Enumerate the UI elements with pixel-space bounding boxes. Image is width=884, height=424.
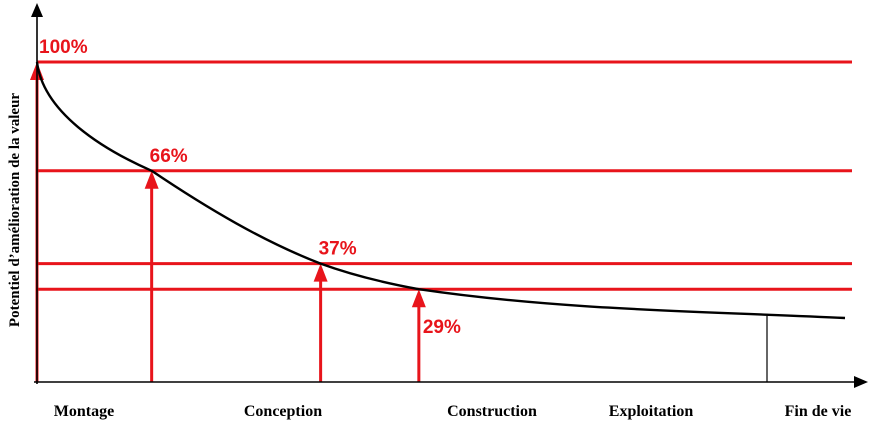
reference-arrow-head	[411, 289, 426, 308]
reference-lines	[37, 60, 852, 291]
phase-label: Construction	[447, 403, 537, 420]
phase-label: Montage	[54, 403, 114, 420]
x-axis-arrow	[854, 376, 868, 388]
phase-label: Exploitation	[609, 403, 694, 420]
reference-arrow-head	[313, 263, 328, 282]
percentage-label: 29%	[423, 317, 461, 338]
y-axis-arrow	[31, 3, 43, 17]
phase-labels: Montage Conception Construction Exploitatio…	[54, 403, 852, 420]
percentage-label: 37%	[319, 239, 357, 260]
percentage-label: 100%	[39, 37, 88, 58]
percentage-label: 66%	[150, 146, 188, 167]
reference-arrows	[30, 62, 426, 382]
reference-arrow-head	[144, 170, 159, 189]
value-curve	[35, 61, 846, 320]
phase-label: Conception	[244, 403, 322, 420]
phase-label: Fin de vie	[785, 403, 852, 420]
y-axis-label: Potentiel d’amélioration de la valeur	[7, 93, 23, 327]
percentage-labels: 100% 66% 37% 29%	[39, 37, 461, 338]
